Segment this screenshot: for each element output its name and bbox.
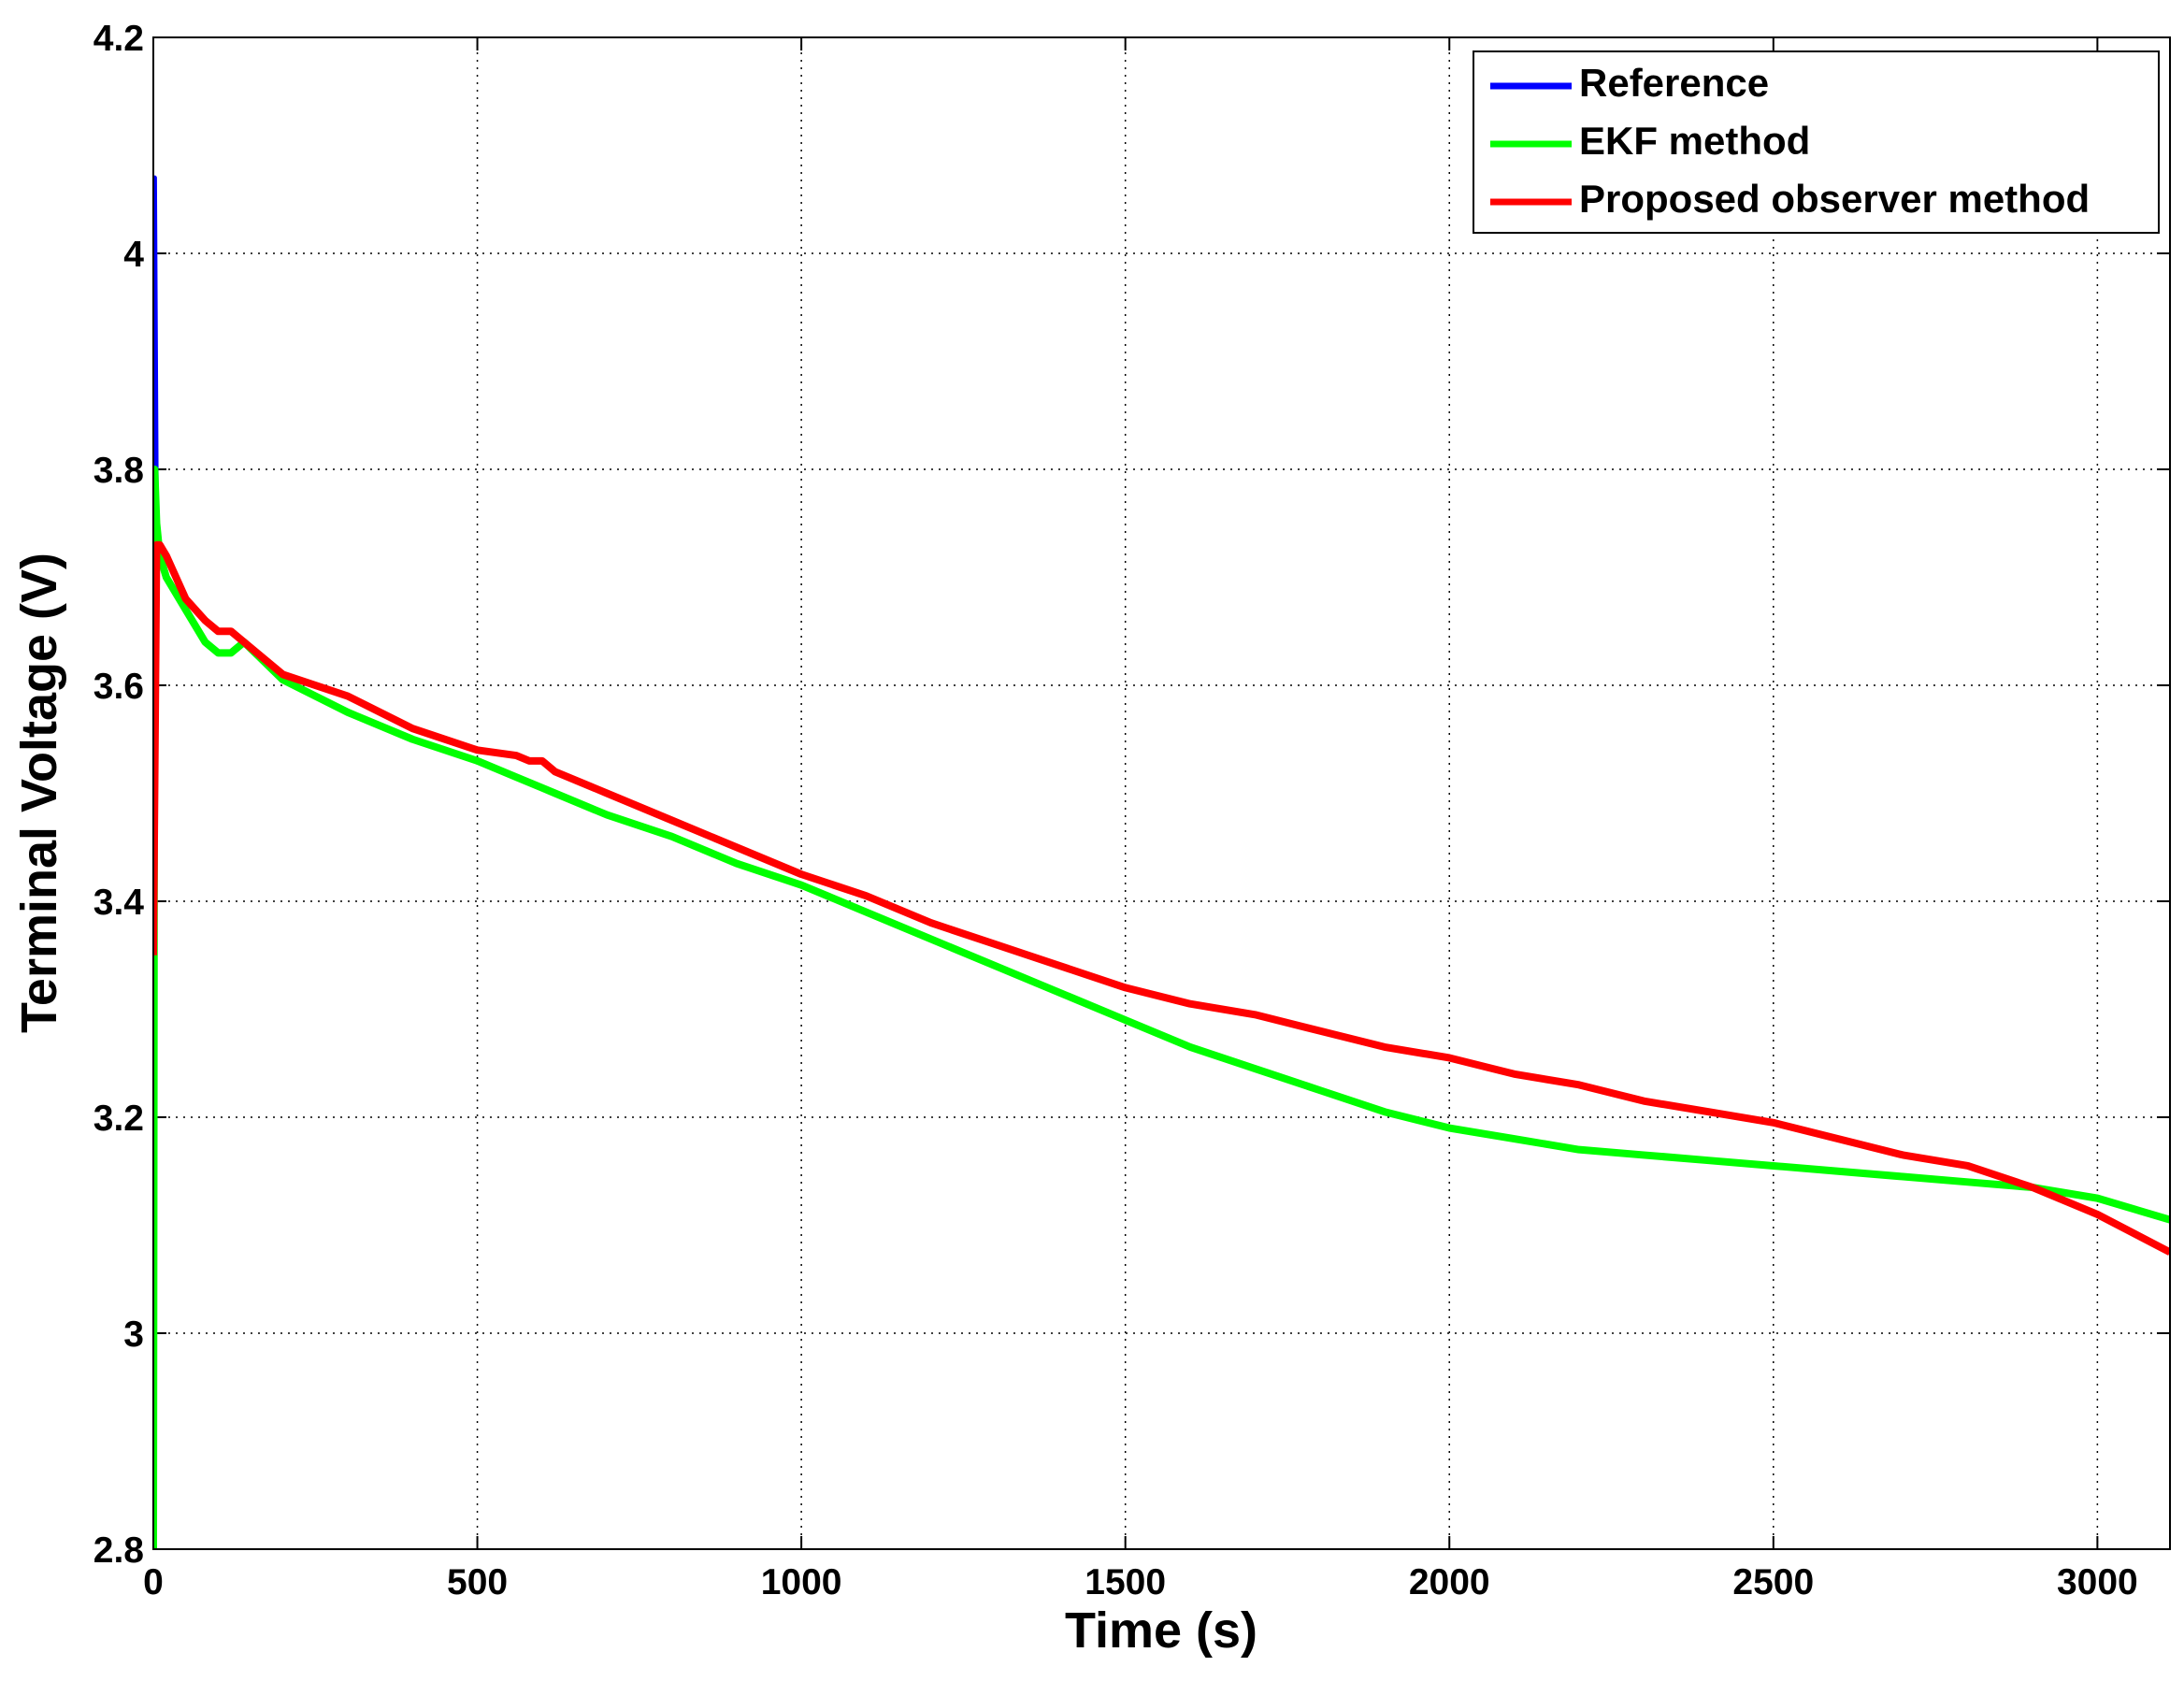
x-tick-label: 3000 bbox=[2057, 1562, 2138, 1602]
x-tick-label: 0 bbox=[143, 1562, 164, 1602]
y-tick-label: 4 bbox=[123, 235, 144, 275]
y-tick-label: 3.2 bbox=[93, 1099, 144, 1139]
y-tick-label: 3.6 bbox=[93, 667, 144, 707]
x-axis-label: Time (s) bbox=[1065, 1602, 1257, 1659]
y-axis-label: Terminal Voltage (V) bbox=[11, 553, 67, 1033]
x-tick-label: 1000 bbox=[761, 1562, 842, 1602]
x-tick-label: 2000 bbox=[1409, 1562, 1490, 1602]
data-line bbox=[153, 466, 2170, 1549]
y-tick-label: 3.8 bbox=[93, 451, 144, 491]
x-tick-label: 1500 bbox=[1085, 1562, 1166, 1602]
data-line bbox=[153, 540, 2170, 1256]
y-tick-label: 3.4 bbox=[93, 883, 145, 923]
y-tick-label: 2.8 bbox=[93, 1530, 144, 1571]
legend-label: Proposed observer method bbox=[1579, 177, 2090, 221]
plot-frame bbox=[152, 36, 2171, 1550]
y-tick-label: 3 bbox=[123, 1315, 144, 1355]
legend-label: Reference bbox=[1579, 61, 1769, 105]
x-tick-label: 2500 bbox=[1732, 1562, 1814, 1602]
legend-box bbox=[1473, 50, 2160, 234]
y-tick-label: 4.2 bbox=[93, 19, 144, 59]
plot-area bbox=[153, 37, 2170, 1549]
x-tick-label: 500 bbox=[447, 1562, 508, 1602]
legend-label: EKF method bbox=[1579, 119, 1810, 163]
